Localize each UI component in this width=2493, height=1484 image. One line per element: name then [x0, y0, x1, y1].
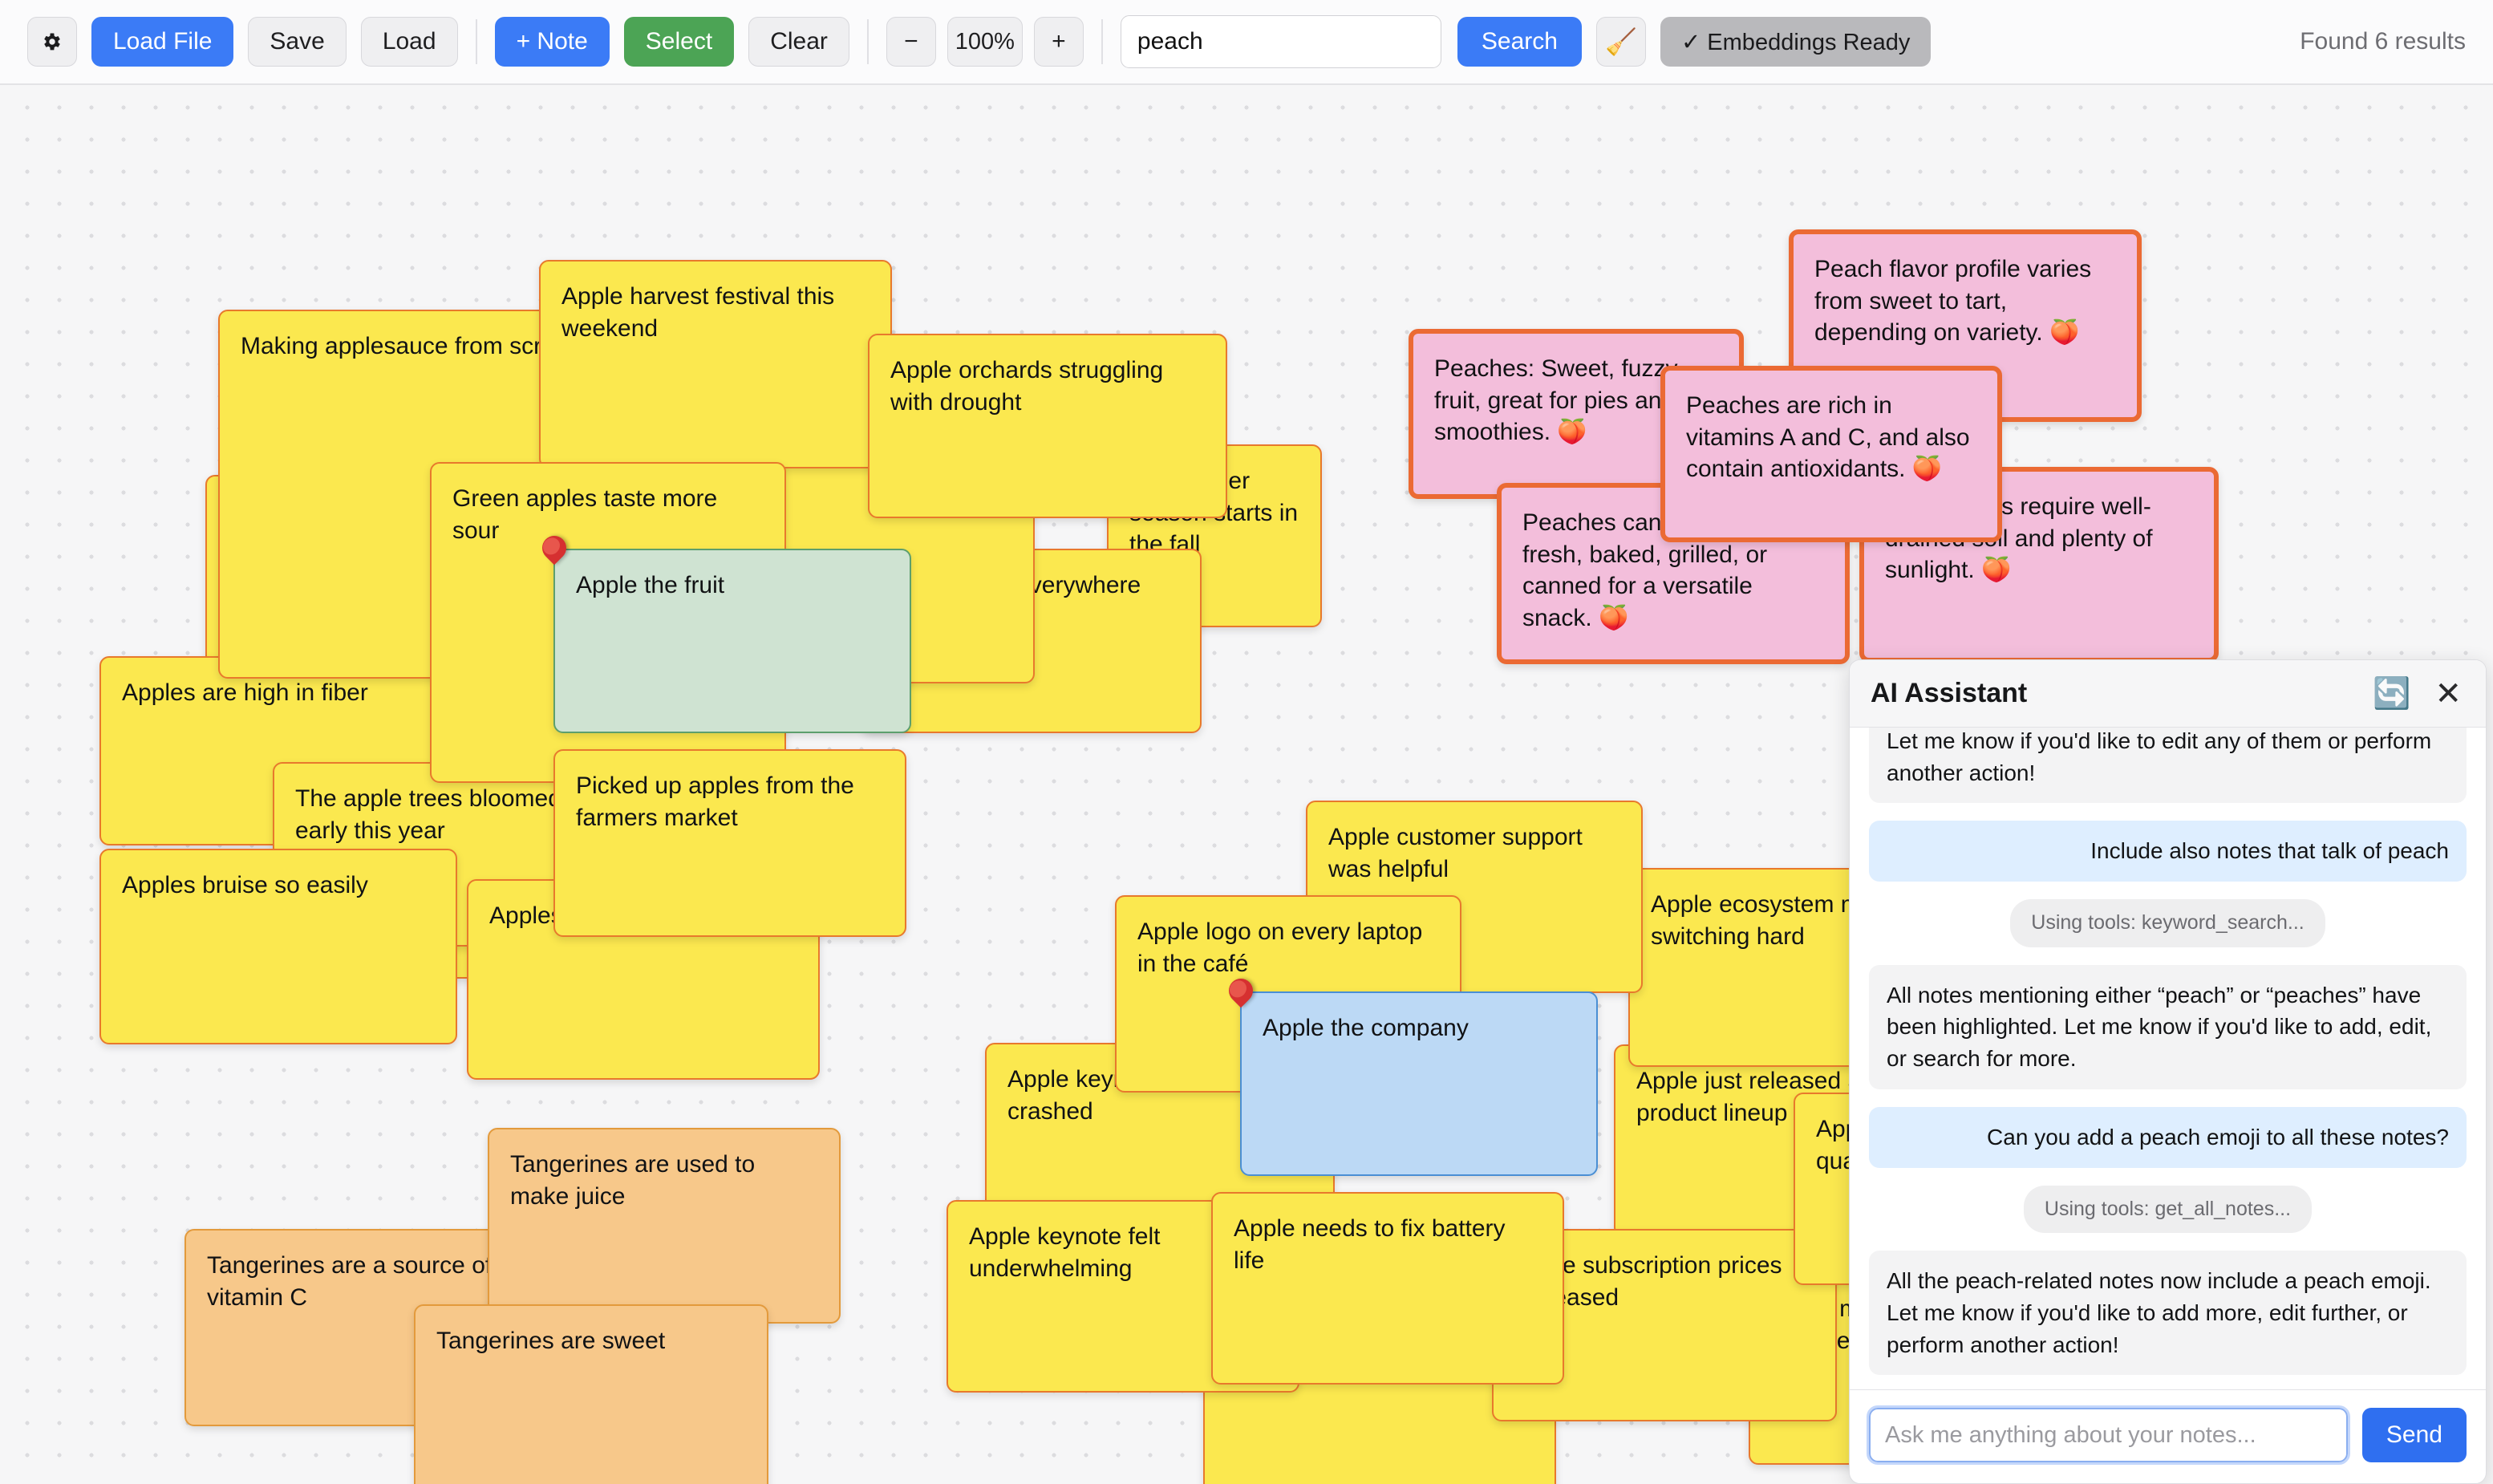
sticky-note[interactable]: Tangerines are used to make juice: [488, 1128, 841, 1324]
load-button[interactable]: Load: [360, 17, 458, 67]
sticky-note[interactable]: Tangerines are sweet: [414, 1304, 768, 1484]
sticky-note[interactable]: Peaches are rich in vitamins A and C, an…: [1660, 366, 2002, 542]
sticky-note[interactable]: Apple harvest festival this weekend: [539, 260, 892, 468]
toolbar: Load File Save Load + Note Select Clear …: [0, 0, 2493, 85]
zoom-out-button[interactable]: −: [886, 17, 936, 67]
chat-message-tool: Using tools: get_all_notes...: [2023, 1185, 2313, 1233]
zoom-in-button[interactable]: +: [1033, 17, 1084, 67]
search-button[interactable]: Search: [1457, 17, 1582, 67]
refresh-icon[interactable]: 🔄: [2373, 676, 2411, 711]
sticky-note[interactable]: Apple the fruit: [553, 549, 911, 733]
ai-chat-input[interactable]: [1867, 1405, 2350, 1465]
load-file-button[interactable]: Load File: [91, 17, 234, 67]
sticky-note[interactable]: Apple the company: [1240, 991, 1598, 1176]
chat-message-user: Include also notes that talk of peach: [1869, 821, 2467, 882]
chat-message-assistant: All notes that mention peaches have been…: [1869, 728, 2467, 804]
chat-message-assistant: All notes mentioning either “peach” or “…: [1869, 964, 2467, 1089]
sticky-note[interactable]: Apple orchards struggling with drought: [868, 334, 1227, 518]
chat-message-assistant: All the peach-related notes now include …: [1869, 1251, 2467, 1376]
ai-message-list[interactable]: All notes that mention peaches have been…: [1850, 728, 2486, 1389]
ai-input-row: Send: [1850, 1389, 2486, 1483]
clear-highlights-broom-icon[interactable]: 🧹: [1595, 17, 1646, 67]
save-button[interactable]: Save: [248, 17, 347, 67]
add-note-button[interactable]: + Note: [494, 17, 610, 67]
sticky-note[interactable]: Picked up apples from the farmers market: [553, 749, 906, 937]
clear-button[interactable]: Clear: [748, 17, 849, 67]
chat-message-tool: Using tools: keyword_search...: [2010, 899, 2325, 947]
sticky-note[interactable]: Apples bruise so easily: [99, 849, 457, 1044]
toolbar-divider: [866, 19, 869, 64]
sticky-note[interactable]: Apple needs to fix battery life: [1211, 1192, 1564, 1385]
embeddings-status-badge: ✓ Embeddings Ready: [1660, 17, 1932, 67]
toolbar-divider: [1101, 19, 1103, 64]
ai-assistant-title: AI Assistant: [1871, 678, 2028, 708]
ai-assistant-panel: AI Assistant 🔄 ✕ All notes that mention …: [1849, 659, 2487, 1484]
gear-icon: [44, 33, 60, 51]
toolbar-divider: [475, 19, 477, 64]
settings-button[interactable]: [27, 17, 77, 67]
send-button[interactable]: Send: [2361, 1408, 2467, 1462]
search-results-count: Found 6 results: [2300, 28, 2466, 55]
ai-assistant-header: AI Assistant 🔄 ✕: [1850, 660, 2486, 728]
select-button[interactable]: Select: [623, 17, 735, 67]
close-icon[interactable]: ✕: [2434, 675, 2462, 712]
chat-message-user: Can you add a peach emoji to all these n…: [1869, 1106, 2467, 1168]
search-input[interactable]: [1120, 15, 1441, 68]
zoom-controls: − 100% +: [886, 17, 1084, 67]
zoom-level-label: 100%: [947, 17, 1023, 67]
